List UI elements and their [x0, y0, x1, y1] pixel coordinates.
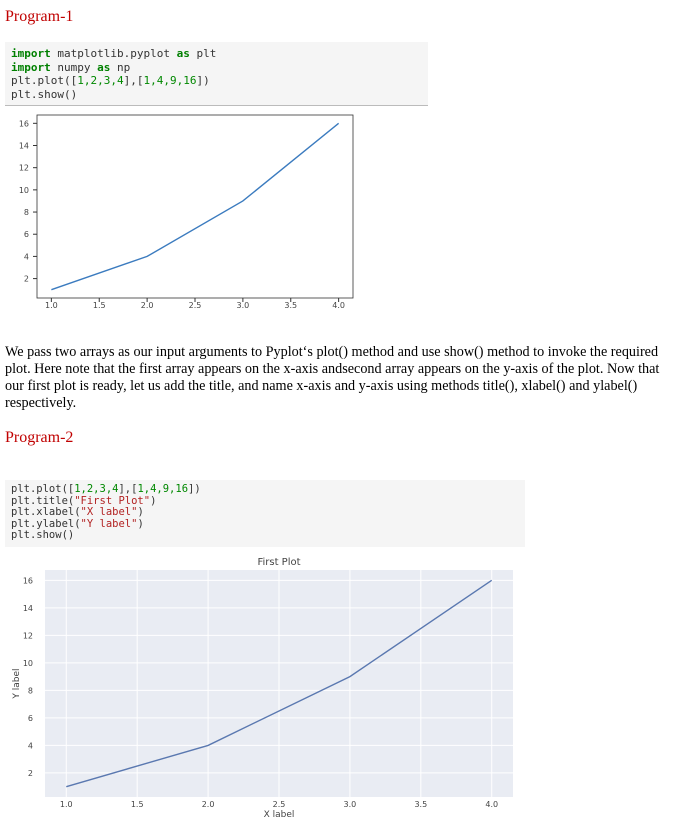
- y-tick-label: 4: [24, 252, 29, 261]
- code-token: plt.title(: [11, 494, 75, 507]
- code-token: "X label": [80, 506, 138, 518]
- code-token: ],[: [123, 74, 144, 87]
- code-token: "Y label": [80, 517, 138, 530]
- code-token: matplotlib.pyplot: [50, 47, 177, 60]
- chart-title: First Plot: [257, 557, 300, 568]
- code-token: ): [150, 494, 157, 507]
- y-tick-label: 10: [23, 659, 33, 668]
- x-tick-label: 3.5: [284, 301, 297, 310]
- plot-area: [36, 114, 354, 299]
- x-tick-label: 1.5: [131, 800, 144, 809]
- code-line: plt.ylabel("Y label"): [11, 517, 519, 531]
- x-tick-label: 2.0: [202, 800, 215, 809]
- y-tick-label: 16: [23, 576, 33, 585]
- y-tick-label: 4: [28, 741, 33, 750]
- code-line: plt.show(): [11, 88, 422, 102]
- y-tick-label: 12: [23, 631, 33, 640]
- code-token: plt.ylabel(: [11, 517, 81, 530]
- code-token: plt.plot([: [11, 483, 75, 495]
- y-tick-label: 6: [28, 714, 33, 723]
- x-tick-label: 2.0: [141, 301, 154, 310]
- code-token: 1,2,3,4: [74, 483, 119, 495]
- y-tick-label: 6: [24, 230, 29, 239]
- y-tick-label: 14: [23, 604, 33, 613]
- x-tick-label: 3.0: [237, 301, 250, 310]
- code-token: ): [137, 517, 144, 530]
- y-tick-label: 8: [28, 686, 33, 695]
- x-tick-label: 1.0: [45, 301, 58, 310]
- paragraph: We pass two arrays as our input argument…: [5, 344, 660, 411]
- y-tick-label: 14: [19, 142, 29, 151]
- code-token: 1,4,9,16: [137, 483, 189, 495]
- code-token: "First Plot": [74, 494, 151, 507]
- code-line: import numpy as np: [11, 61, 422, 75]
- code-token: import: [11, 47, 51, 60]
- code-line: plt.title("First Plot"): [11, 494, 519, 508]
- y-tick-label: 10: [19, 186, 29, 195]
- line: [66, 579, 493, 788]
- x-tick-label: 2.5: [273, 800, 286, 809]
- code-token: ]): [196, 74, 210, 87]
- code-token: as: [97, 60, 111, 74]
- x-tick-label: 2.5: [189, 301, 202, 310]
- code-token: ): [137, 506, 144, 518]
- x-tick-label: 4.0: [332, 301, 345, 310]
- code-token: import: [11, 60, 51, 74]
- x-tick-label: 3.5: [414, 800, 427, 809]
- code-token: plt.show(): [11, 529, 75, 541]
- code-token: plt.show(): [11, 87, 78, 101]
- code-token: plt.plot([: [11, 74, 78, 87]
- code-token: 1,2,3,4: [77, 74, 124, 87]
- x-tick-label: 3.0: [344, 800, 357, 809]
- x-tick-label: 4.0: [485, 800, 498, 809]
- code-token: as: [176, 47, 190, 60]
- code-line: plt.plot([1,2,3,4],[1,4,9,16]): [11, 483, 519, 496]
- y-tick-label: 8: [24, 208, 29, 217]
- line: [51, 122, 340, 291]
- code-token: plt: [189, 47, 217, 60]
- y-tick-label: 2: [24, 275, 29, 284]
- y-axis-label: Y label: [12, 668, 22, 699]
- y-tick-label: 16: [19, 119, 29, 128]
- x-tick-label: 1.0: [60, 800, 73, 809]
- code-token: np: [110, 60, 131, 74]
- code-token: numpy: [50, 60, 98, 74]
- x-tick-label: 1.5: [93, 301, 106, 310]
- x-axis-label: X label: [264, 810, 295, 820]
- code-token: ]): [188, 483, 201, 495]
- code-line: plt.plot([1,2,3,4],[1,4,9,16]): [11, 74, 422, 88]
- code-token: plt.xlabel(: [11, 506, 81, 518]
- y-tick-label: 2: [28, 769, 33, 778]
- y-tick-label: 12: [19, 164, 29, 173]
- code-line: import matplotlib.pyplot as plt: [11, 47, 422, 61]
- code-block: import matplotlib.pyplot as plt import nu…: [5, 42, 428, 106]
- code-line: plt.show(): [11, 529, 519, 542]
- code-line: plt.xlabel("X label"): [11, 506, 519, 519]
- heading: Program-2: [5, 429, 74, 446]
- code-block: plt.plot([1,2,3,4],[1,4,9,16]) plt.title(…: [5, 480, 525, 547]
- code-token: 1,4,9,16: [143, 74, 197, 87]
- heading: Program-1: [5, 8, 74, 25]
- code-token: ],[: [118, 483, 138, 495]
